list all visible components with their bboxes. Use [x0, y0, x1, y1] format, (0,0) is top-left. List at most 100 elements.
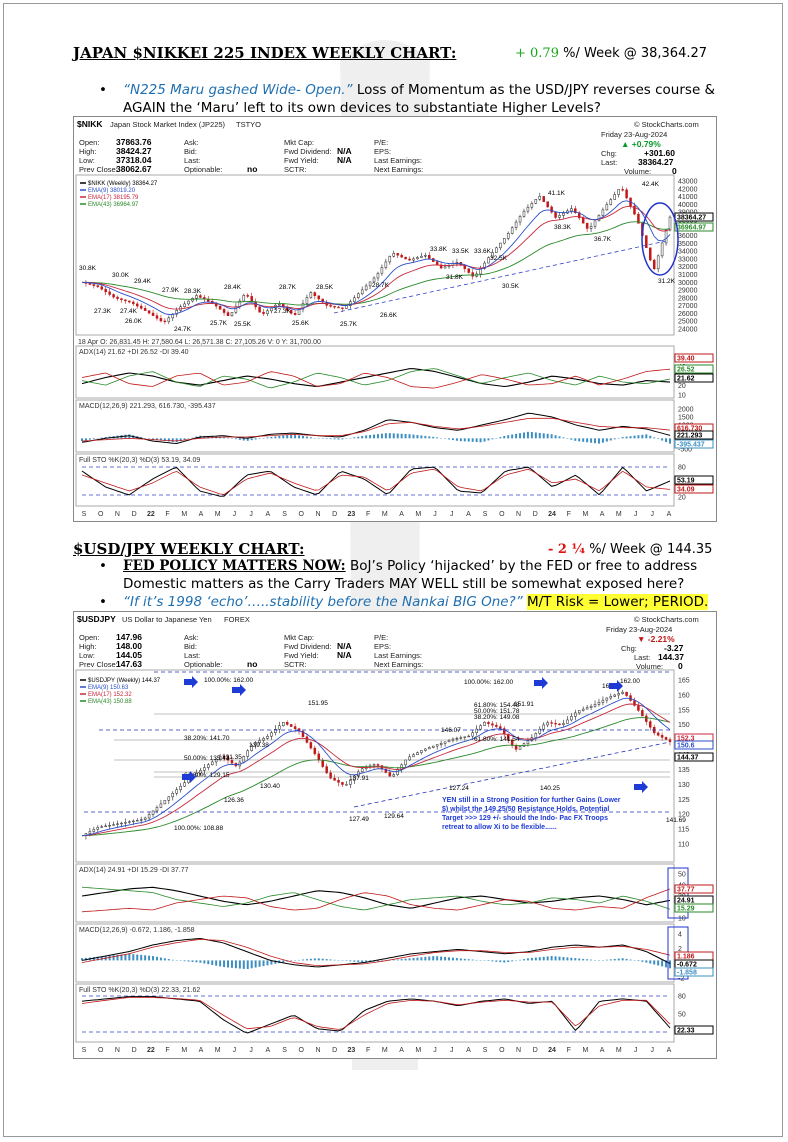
blue-arrow-icon — [634, 781, 648, 793]
histogram-bar — [384, 433, 387, 439]
candle-body — [562, 212, 565, 216]
candle-body — [329, 305, 332, 307]
candle-body — [132, 820, 135, 823]
candle-body — [380, 267, 384, 274]
usdjpy-pct-change: ▼ -2.21% — [637, 634, 675, 644]
histogram-bar — [183, 438, 186, 440]
candle-body — [668, 739, 672, 742]
candle-body — [526, 206, 530, 212]
price-annotation: 28.5K — [316, 284, 334, 291]
x-tick-label: M — [616, 1047, 622, 1054]
candle-body — [345, 305, 348, 309]
candle-body — [246, 295, 249, 297]
candle-body — [388, 772, 392, 777]
usdjpy-adx-panel — [75, 863, 675, 923]
legend-entry: EMA(9) 38019.20 — [88, 188, 136, 194]
blue-arrow-icon — [232, 684, 246, 696]
legend-entry: EMA(17) 152.32 — [88, 692, 132, 698]
histogram-bar — [641, 960, 644, 962]
candle-body — [668, 216, 672, 231]
candle-body — [128, 821, 131, 823]
histogram-bar — [317, 958, 320, 961]
y-tick-label: 20 — [678, 383, 686, 390]
candle-body — [495, 724, 498, 727]
candle-body — [337, 306, 340, 309]
candle-body — [222, 309, 226, 313]
x-tick-label: F — [567, 511, 571, 518]
price-annotation: 31.2K — [658, 278, 676, 285]
histogram-bar — [100, 956, 103, 961]
blue-arrow-icon — [609, 680, 623, 692]
candle-body — [139, 819, 143, 821]
y-tick-label: 24000 — [678, 327, 698, 334]
nikkei-price-plot: 30.8K 30.0K 29.4K 27.3K 27.4K 27.9K 26.0K 28.3K… — [79, 181, 676, 333]
candle-body — [558, 723, 561, 725]
histogram-bar — [81, 438, 83, 441]
x-tick-label: A — [667, 1047, 672, 1054]
candle-body — [100, 826, 103, 828]
candle-body — [226, 757, 230, 761]
x-tick-label: J — [249, 1047, 253, 1054]
nikkei-bullet-text: Loss of Momentum as the USD/JPY reverses… — [123, 82, 716, 116]
histogram-bar — [108, 955, 111, 961]
y-tick-label: 25000 — [678, 319, 698, 326]
histogram-bar — [388, 433, 391, 439]
x-tick-label: S — [282, 1047, 287, 1054]
candle-body — [246, 750, 249, 757]
x-tick-label: N — [516, 511, 521, 518]
nikkei-weekly-change: + 0.79 %/ Week @ 38,364.27 — [515, 46, 707, 61]
histogram-bar — [96, 956, 99, 961]
candle-body — [207, 299, 210, 302]
candle-body — [625, 189, 628, 199]
histogram-bar — [309, 958, 312, 961]
candle-body — [128, 300, 131, 303]
histogram-bar — [333, 959, 336, 961]
candle-body — [183, 303, 186, 307]
value-tag-box — [674, 364, 714, 374]
nikkei-last-label: Last: — [601, 158, 617, 167]
histogram-bar — [270, 436, 273, 439]
y-tick-label: 10 — [678, 916, 686, 923]
histogram-bar — [550, 956, 553, 961]
candle-body — [388, 256, 392, 263]
candle-body — [210, 761, 214, 766]
price-annotation: 32.5K — [490, 255, 508, 262]
histogram-bar — [88, 438, 91, 440]
histogram-bar — [163, 958, 166, 961]
histogram-bar — [223, 437, 226, 439]
histogram-bar — [404, 958, 407, 961]
value-tag-box — [674, 903, 714, 913]
histogram-bar — [396, 433, 399, 439]
candle-body — [424, 748, 427, 751]
nikkei-weekly-chart: $NIKK Japan Stock Market Index (JP225) T… — [73, 116, 717, 522]
histogram-bar — [475, 438, 478, 443]
histogram-bar — [451, 438, 454, 441]
indicator-line — [81, 466, 671, 497]
price-annotation: 100.00%: 108.88 — [174, 825, 224, 832]
x-tick-label: J — [651, 511, 655, 518]
candle-body — [317, 753, 321, 761]
histogram-bar — [546, 956, 549, 961]
histogram-bar — [207, 436, 210, 439]
histogram-bar — [503, 960, 506, 963]
nikkei-volume-value: 0 — [672, 166, 677, 176]
x-tick-label: J — [233, 511, 237, 518]
blue-arrow-icon — [182, 771, 196, 783]
histogram-bar — [609, 438, 612, 441]
x-tick-label: O — [499, 511, 505, 518]
nikkei-heading: JAPAN $NIKKEI 225 INDEX WEEKLY CHART: — [73, 44, 457, 62]
histogram-bar — [657, 438, 660, 439]
candle-body — [147, 310, 151, 314]
candle-body — [203, 767, 206, 771]
histogram-bar — [120, 954, 123, 961]
value-tag: 39.40 — [677, 356, 695, 363]
histogram-bar — [337, 438, 340, 440]
price-annotation: 151.95 — [308, 700, 328, 707]
histogram-bar — [238, 960, 241, 969]
y-tick-label: 80 — [678, 465, 686, 472]
histogram-bar — [116, 954, 119, 961]
stat-label: P/E: — [374, 138, 388, 147]
candle-body — [656, 732, 660, 736]
x-tick-label: F — [567, 1047, 571, 1054]
usdjpy-volume-label: Volume: — [636, 662, 663, 671]
